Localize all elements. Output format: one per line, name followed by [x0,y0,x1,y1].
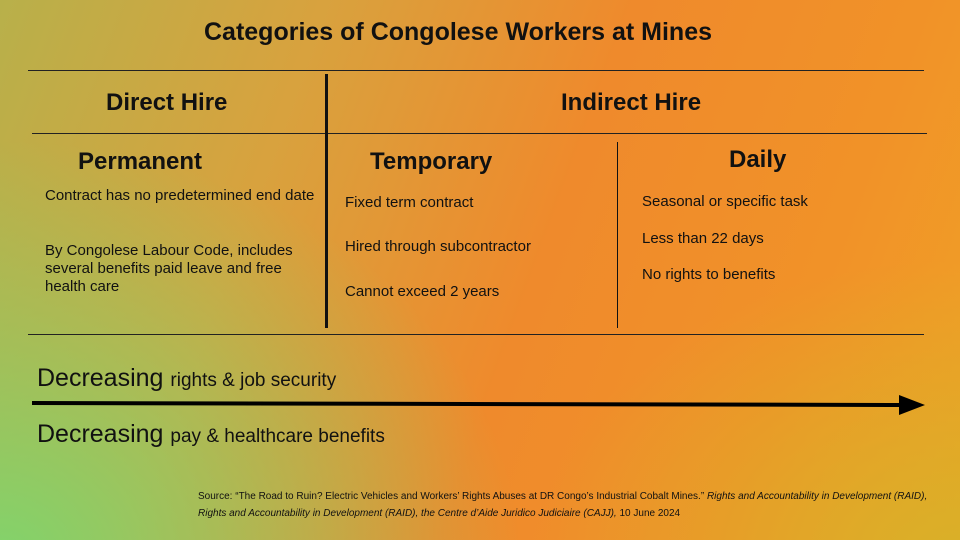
header-rule [32,133,927,134]
temporary-daily-divider [617,142,618,328]
source-prefix: Source: “The Road to Ruin? Electric Vehi… [198,491,705,502]
decreasing-word: Decreasing [37,420,164,448]
permanent-item: By Congolese Labour Code, includes sever… [45,242,293,295]
decreasing-rights-text: rights & job security [170,370,337,391]
daily-item: Less than 22 days [642,230,764,247]
decreasing-word: Decreasing [37,364,164,392]
bottom-rule [28,334,924,335]
daily-heading: Daily [729,146,787,173]
temporary-heading: Temporary [370,148,493,175]
page-title: Categories of Congolese Workers at Mines [204,18,712,46]
arrow-shaft [31,401,906,407]
daily-item: No rights to benefits [642,266,776,283]
top-rule [28,70,924,71]
temporary-item: Fixed term contract [345,194,474,211]
decreasing-rights-label: Decreasing rights & job security [37,364,336,393]
decreasing-arrow [31,395,925,415]
daily-item: Seasonal or specific task [642,193,808,210]
source-date: 10 June 2024 [619,508,681,519]
decreasing-pay-label: Decreasing pay & healthcare benefits [37,420,385,449]
source-publisher: Rights and Accountability in Development… [198,491,928,519]
direct-hire-header: Direct Hire [106,89,228,116]
temporary-item: Cannot exceed 2 years [345,283,500,300]
direct-indirect-divider [325,74,328,328]
permanent-heading: Permanent [78,148,203,175]
indirect-hire-header: Indirect Hire [561,89,702,116]
source-citation: Source: “The Road to Ruin? Electric Vehi… [198,488,928,522]
decreasing-pay-text: pay & healthcare benefits [170,426,385,447]
arrow-head [899,395,925,415]
permanent-item: Contract has no predetermined end date [45,187,315,204]
temporary-item: Hired through subcontractor [345,238,531,255]
